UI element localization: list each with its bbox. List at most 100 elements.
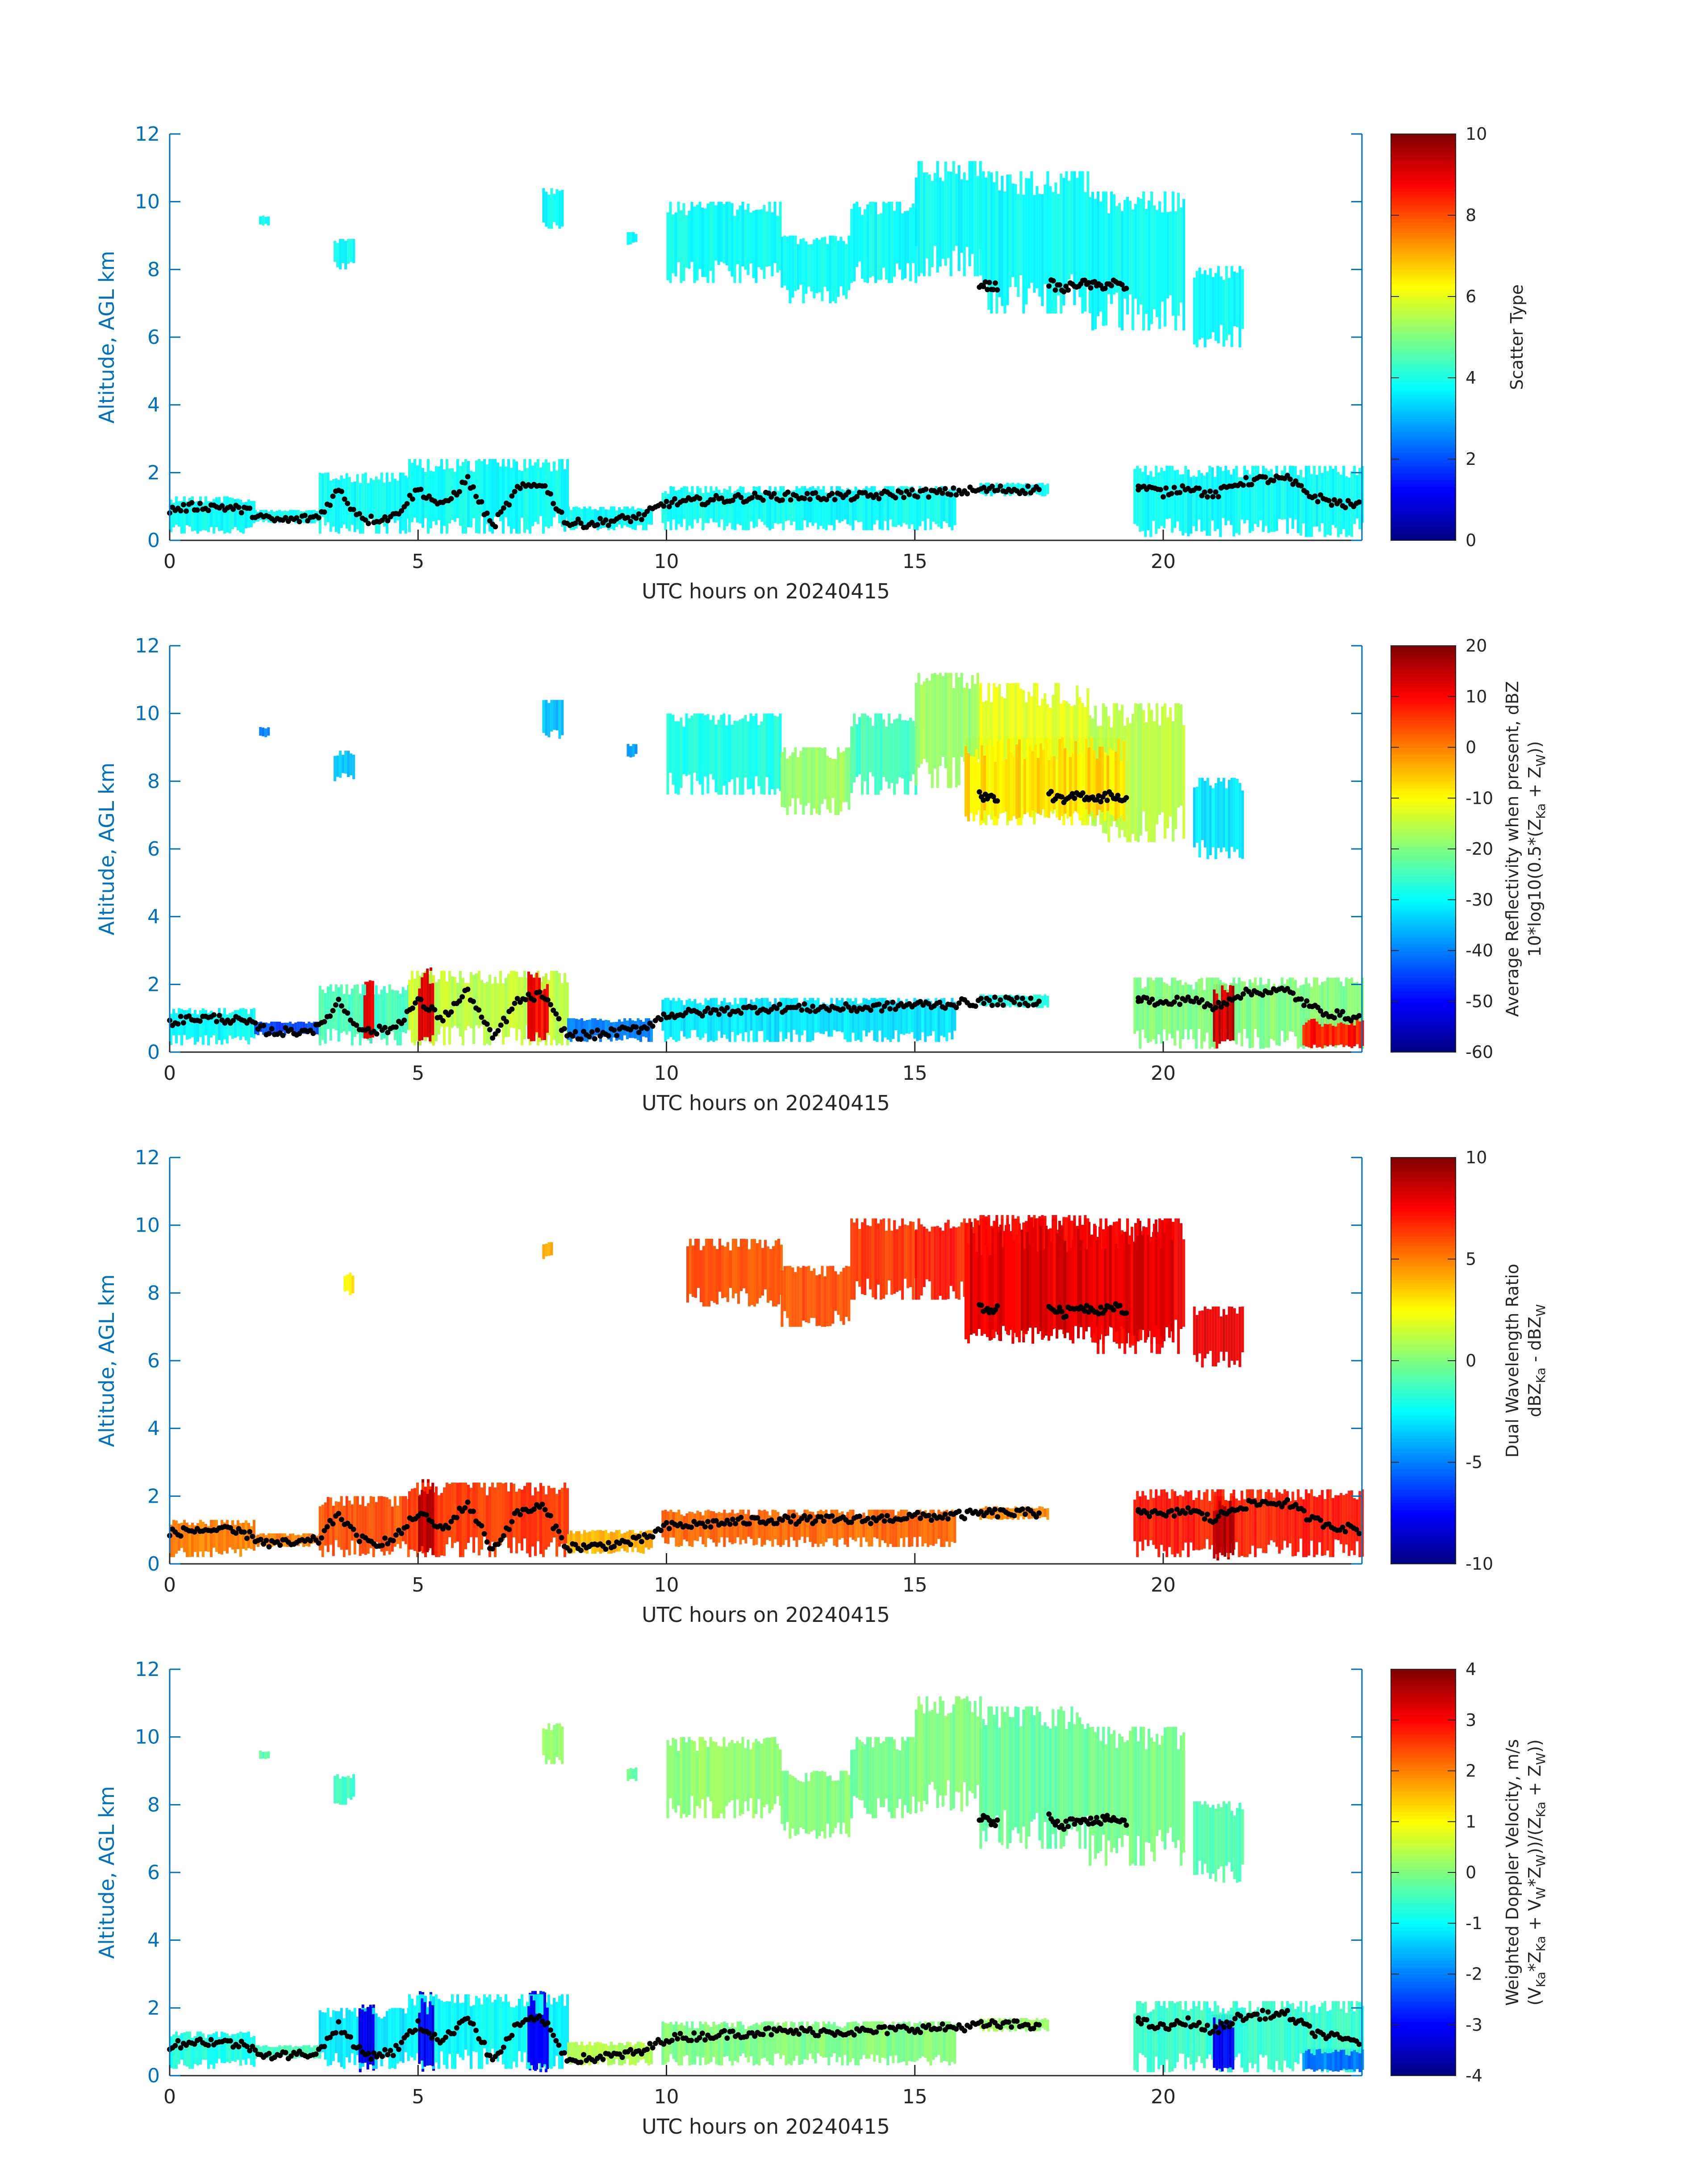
echo-column (680, 2022, 683, 2065)
cloud-base-point (509, 493, 515, 499)
echo-column (1211, 277, 1215, 332)
hot-column (368, 980, 372, 1038)
cloud-base-point (1048, 789, 1054, 794)
echo-column (929, 1001, 932, 1036)
echo-column (1139, 2001, 1142, 2053)
cloud-base-point (985, 287, 990, 292)
cloud-base-point (330, 1008, 336, 1014)
cloud-base-point (401, 1017, 407, 1023)
colorbar-segment (1391, 462, 1456, 467)
echo-column (385, 993, 388, 1045)
colorbar-tick-label: -10 (1466, 788, 1493, 808)
echo-column (905, 999, 908, 1034)
echo-column (494, 1487, 497, 1557)
colorbar-segment (1391, 1303, 1456, 1307)
echo-column (826, 756, 829, 810)
echo-column (720, 715, 723, 795)
echo-column (1141, 1491, 1144, 1551)
echo-column (1173, 2003, 1177, 2068)
colorbar-segment (1391, 856, 1456, 860)
cloud-base-point (890, 999, 896, 1005)
echo-column (632, 232, 635, 243)
echo-column (894, 1002, 898, 1030)
echo-column (650, 2042, 653, 2064)
echo-column (594, 1018, 597, 1036)
hot-column (1215, 2027, 1219, 2071)
colorbar-segment (1391, 1411, 1456, 1416)
echo-column (902, 486, 906, 523)
echo-column (947, 1220, 950, 1300)
echo-column (821, 1771, 824, 1832)
echo-column (865, 2021, 868, 2059)
echo-column (1107, 1726, 1111, 1841)
echo-column (267, 1023, 271, 1034)
echo-column (446, 1483, 448, 1545)
echo-region (979, 171, 1090, 313)
echo-column (558, 1723, 561, 1760)
cloud-base-point (879, 1513, 885, 1519)
echo-column (526, 468, 529, 530)
echo-column (749, 713, 752, 789)
echo-column (1152, 980, 1155, 1040)
colorbar-segment (1391, 1164, 1456, 1168)
cloud-base-point (1171, 485, 1177, 490)
cloud-base-point (1204, 494, 1210, 500)
echo-column (329, 2017, 332, 2065)
cloud-base-point (639, 517, 644, 522)
cloud-base-point (418, 997, 424, 1003)
colorbar-segment (1391, 964, 1456, 968)
echo-column (797, 757, 800, 798)
echo-column (456, 459, 459, 518)
y-tick-label: 2 (147, 461, 160, 484)
colorbar-segment (1391, 432, 1456, 436)
echo-column (375, 1502, 378, 1542)
cloud-base-point (1046, 283, 1052, 289)
echo-column (1345, 2013, 1348, 2073)
colorbar-segment (1391, 1347, 1456, 1351)
hot-column (1042, 1249, 1045, 1338)
echo-column (254, 1021, 257, 1035)
echo-column (1270, 2001, 1273, 2070)
echo-column (985, 1725, 988, 1842)
colorbar-segment (1391, 1415, 1456, 1419)
echo-column (751, 1239, 753, 1305)
cloud-base-point (597, 516, 603, 522)
cloud-base-point (266, 1544, 272, 1550)
cloud-base-point (575, 516, 581, 522)
echo-column (960, 673, 963, 757)
hot-column (363, 995, 366, 1039)
echo-column (861, 713, 864, 795)
echo-column (1275, 466, 1278, 531)
echo-column (831, 759, 835, 798)
hot-column (1358, 1021, 1361, 1049)
echo-column (897, 1511, 900, 1547)
echo-column (1198, 1801, 1201, 1861)
echo-column (1137, 1741, 1140, 1836)
echo-column (1236, 1808, 1239, 1883)
echo-column (1145, 722, 1148, 832)
cloud-base-point (440, 1018, 446, 1024)
echo-column (1041, 483, 1044, 497)
hot-column (1136, 1235, 1139, 1341)
echo-column (821, 1266, 824, 1327)
cloud-base-point (556, 1016, 562, 1022)
cloud-base-point (393, 1024, 399, 1030)
echo-column (1165, 984, 1169, 1040)
echo-column (1089, 197, 1092, 313)
hot-column (1305, 1022, 1308, 1047)
echo-column (586, 2044, 589, 2064)
hot-column (1224, 990, 1227, 1041)
echo-column (561, 700, 564, 735)
hot-column (991, 746, 994, 811)
echo-column (383, 482, 386, 527)
echo-column (846, 2022, 849, 2066)
echo-column (1267, 978, 1270, 1048)
colorbar-segment (1391, 272, 1456, 277)
echo-column (908, 2021, 911, 2061)
cloud-base-point (823, 497, 829, 502)
colorbar-segment (1391, 310, 1456, 314)
echo-column (570, 2042, 572, 2064)
echo-column (987, 1706, 990, 1828)
echo-column (1014, 2018, 1017, 2031)
colorbar-segment (1391, 1438, 1456, 1442)
